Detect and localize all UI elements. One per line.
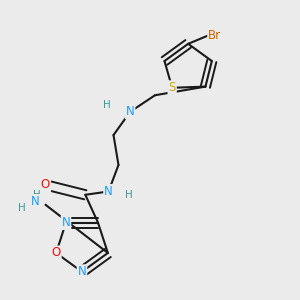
Text: H: H xyxy=(124,190,132,200)
Text: N: N xyxy=(61,216,70,229)
Text: O: O xyxy=(52,247,61,260)
Text: O: O xyxy=(41,178,50,191)
Text: Br: Br xyxy=(208,29,221,42)
Text: S: S xyxy=(169,81,176,94)
Text: H: H xyxy=(18,203,26,213)
Text: H: H xyxy=(33,190,41,200)
Text: H: H xyxy=(103,100,111,110)
Text: N: N xyxy=(78,265,86,278)
Text: N: N xyxy=(31,195,40,208)
Text: N: N xyxy=(126,105,134,118)
Text: N: N xyxy=(104,185,113,198)
